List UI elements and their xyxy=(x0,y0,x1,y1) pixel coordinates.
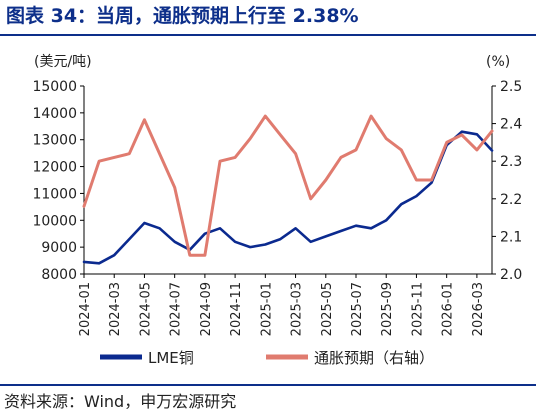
left-y-tick-label: 11000 xyxy=(32,186,77,202)
left-y-tick-label: 9000 xyxy=(41,240,77,256)
left-y-tick-label: 12000 xyxy=(32,160,77,176)
x-tick-label: 2026-03 xyxy=(471,282,486,336)
right-y-tick-label: 2.2 xyxy=(500,192,522,208)
left-y-tick-label: 14000 xyxy=(32,106,77,122)
x-tick-label: 2024-07 xyxy=(169,282,184,336)
dual-axis-line-chart: (美元/吨) (%) 15000 14000 13000 12000 11000 10000 9… xyxy=(32,54,522,367)
x-tick-label: 2024-01 xyxy=(78,282,93,336)
left-y-tick-label: 13000 xyxy=(32,133,77,149)
copper-series-line xyxy=(82,130,494,265)
right-y-tick-label: 2.4 xyxy=(500,117,522,133)
x-tick-label: 2024-05 xyxy=(138,282,153,336)
figure-title: 图表 34：当周，通胀预期上行至 2.38% xyxy=(6,5,359,27)
x-tick-label: 2025-03 xyxy=(290,282,305,336)
x-tick-label: 2024-09 xyxy=(199,282,214,336)
right-y-tick-label: 2.1 xyxy=(500,229,522,245)
legend-item-inflation-label: 通胀预期（右轴） xyxy=(314,349,434,367)
right-axis-unit: (%) xyxy=(486,54,510,70)
x-tick-label: 2024-11 xyxy=(229,282,244,336)
right-y-tick-label: 2.0 xyxy=(500,267,522,283)
left-y-tick-label: 15000 xyxy=(32,79,77,95)
x-tick-label: 2025-01 xyxy=(259,282,274,336)
x-tick-label: 2026-01 xyxy=(441,282,456,336)
left-y-tick-label: 10000 xyxy=(32,213,77,229)
inflation-series-line xyxy=(82,114,494,257)
x-tick-label: 2025-11 xyxy=(410,282,425,336)
x-tick-label: 2025-07 xyxy=(350,282,365,336)
x-tick-label: 2024-03 xyxy=(108,282,123,336)
x-tick-label: 2025-09 xyxy=(380,282,395,336)
x-tick-label: 2025-05 xyxy=(320,282,335,336)
right-y-tick-label: 2.5 xyxy=(500,79,522,95)
title-divider xyxy=(0,34,536,36)
legend-item-copper-label: LME铜 xyxy=(148,349,194,367)
source-note: 资料来源：Wind，申万宏源研究 xyxy=(4,392,237,411)
left-y-tick-label: 8000 xyxy=(41,267,77,283)
left-axis-unit: (美元/吨) xyxy=(34,54,92,70)
right-y-tick-label: 2.3 xyxy=(500,154,522,170)
source-divider xyxy=(0,384,536,386)
